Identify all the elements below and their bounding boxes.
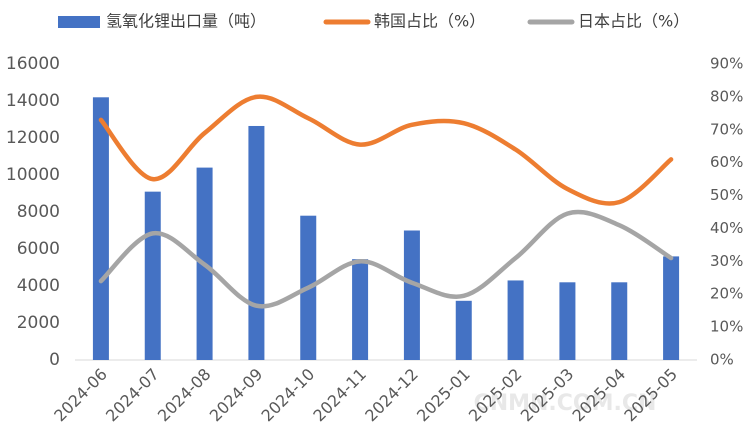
y-tick-label: 2000 [17,313,60,333]
y2-tick-label: 80% [710,87,743,105]
x-tick-label: 2024-10 [258,365,319,426]
x-tick-label: 2024-11 [309,365,370,426]
legend-label: 日本占比（%） [578,12,689,31]
y-tick-label: 6000 [17,239,60,259]
x-tick-label: 2025-01 [413,365,474,426]
y2-tick-label: 10% [710,318,743,336]
y-tick-label: 4000 [17,276,60,296]
y2-tick-label: 20% [710,285,743,303]
legend-swatch [58,16,100,28]
y2-tick-label: 50% [710,186,743,204]
x-tick-label: 2024-06 [50,365,111,426]
y-tick-label: 14000 [6,91,60,111]
bar [455,300,472,360]
bar [611,282,628,360]
y-tick-label: 8000 [17,202,60,222]
bar [507,280,524,360]
y2-tick-label: 40% [710,219,743,237]
bar [92,97,109,361]
bar [248,125,265,360]
y-tick-label: 16000 [6,54,60,74]
bar [403,230,420,360]
y-tick-label: 12000 [6,128,60,148]
x-tick-label: 2024-08 [154,365,215,426]
legend-label: 氢氧化锂出口量（吨） [106,12,266,31]
x-tick-label: 2024-09 [206,365,267,426]
y2-tick-label: 90% [710,55,743,73]
line [98,94,674,206]
y2-tick-label: 30% [710,252,743,270]
y2-tick-label: 70% [710,120,743,138]
y2-tick-label: 0% [710,351,734,369]
legend: 氢氧化锂出口量（吨） 韩国占比（%） 日本占比（%） [58,12,689,31]
y-tick-label: 10000 [6,165,60,185]
bar [144,191,161,360]
bar [559,282,576,360]
y2-tick-label: 60% [710,153,743,171]
watermark: CNMN.COM.CN [474,391,657,416]
bar [352,259,369,360]
bar [663,256,680,360]
x-tick-label: 2024-12 [361,365,422,426]
legend-label: 韩国占比（%） [374,12,485,31]
line [98,209,674,309]
x-tick-label: 2024-07 [102,365,163,426]
y-tick-label: 0 [49,350,60,370]
